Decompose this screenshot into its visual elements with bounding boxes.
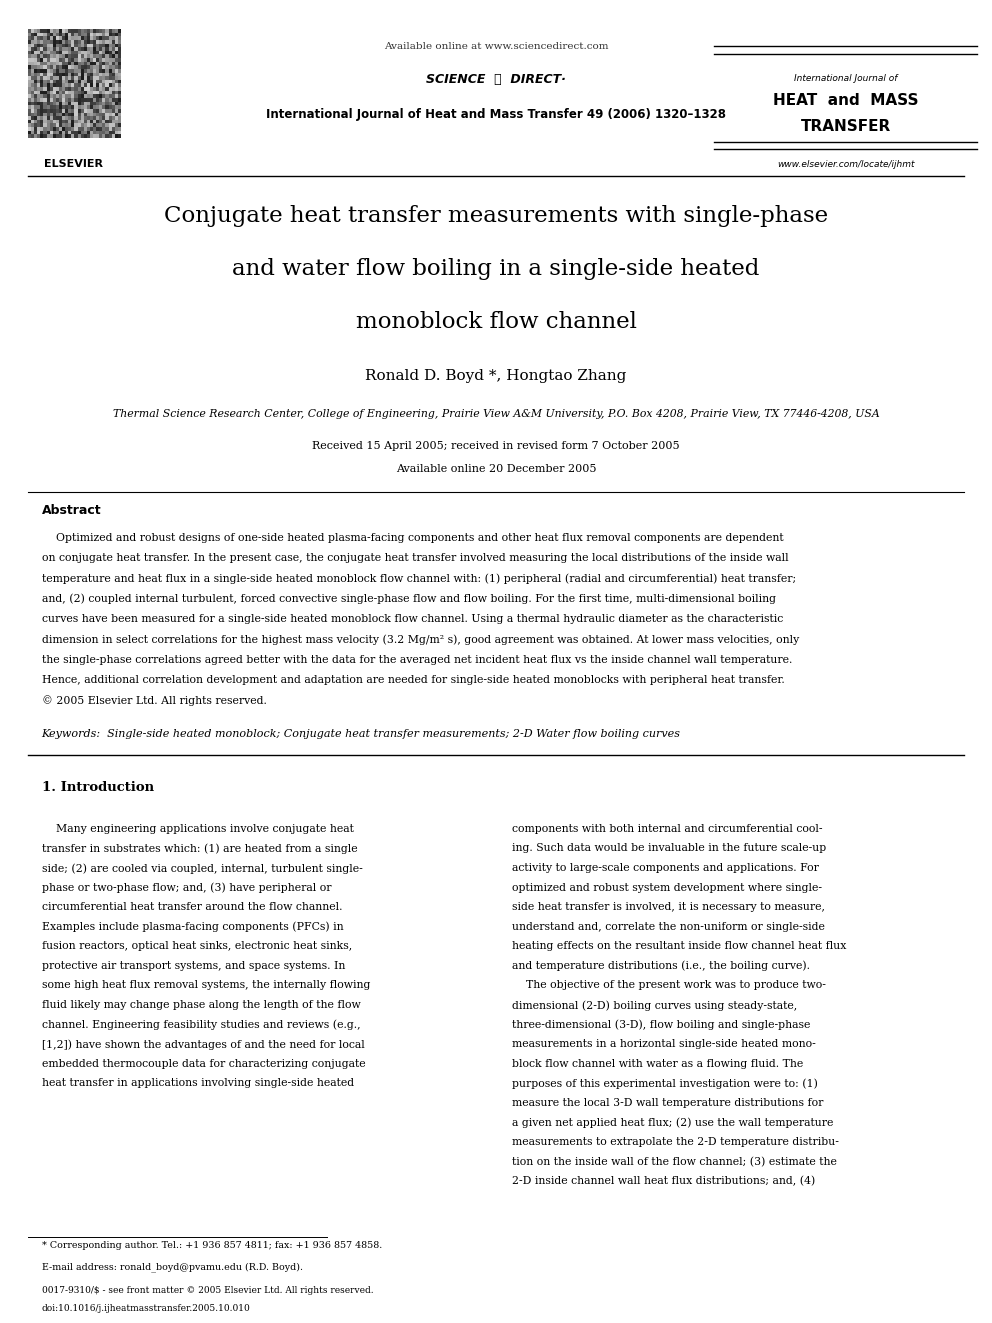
- Text: components with both internal and circumferential cool-: components with both internal and circum…: [512, 824, 822, 833]
- Text: fusion reactors, optical heat sinks, electronic heat sinks,: fusion reactors, optical heat sinks, ele…: [42, 942, 352, 951]
- Text: channel. Engineering feasibility studies and reviews (e.g.,: channel. Engineering feasibility studies…: [42, 1020, 360, 1031]
- Text: transfer in substrates which: (1) are heated from a single: transfer in substrates which: (1) are he…: [42, 844, 357, 853]
- Text: Abstract: Abstract: [42, 504, 101, 517]
- Text: block flow channel with water as a flowing fluid. The: block flow channel with water as a flowi…: [512, 1058, 804, 1069]
- Text: © 2005 Elsevier Ltd. All rights reserved.: © 2005 Elsevier Ltd. All rights reserved…: [42, 695, 267, 706]
- Text: ing. Such data would be invaluable in the future scale-up: ing. Such data would be invaluable in th…: [512, 844, 826, 853]
- Text: HEAT  and  MASS: HEAT and MASS: [774, 93, 919, 107]
- Text: 1. Introduction: 1. Introduction: [42, 782, 154, 795]
- Text: International Journal of Heat and Mass Transfer 49 (2006) 1320–1328: International Journal of Heat and Mass T…: [266, 108, 726, 122]
- Text: Conjugate heat transfer measurements with single-phase: Conjugate heat transfer measurements wit…: [164, 205, 828, 228]
- Text: heat transfer in applications involving single-side heated: heat transfer in applications involving …: [42, 1078, 354, 1089]
- Text: phase or two-phase flow; and, (3) have peripheral or: phase or two-phase flow; and, (3) have p…: [42, 882, 331, 893]
- Text: Optimized and robust designs of one-side heated plasma-facing components and oth: Optimized and robust designs of one-side…: [42, 533, 784, 544]
- Text: International Journal of: International Journal of: [795, 74, 898, 83]
- Text: Available online at www.sciencedirect.com: Available online at www.sciencedirect.co…: [384, 42, 608, 52]
- Text: understand and, correlate the non-uniform or single-side: understand and, correlate the non-unifor…: [512, 922, 824, 931]
- Text: and temperature distributions (i.e., the boiling curve).: and temperature distributions (i.e., the…: [512, 960, 809, 971]
- Text: 2-D inside channel wall heat flux distributions; and, (4): 2-D inside channel wall heat flux distri…: [512, 1176, 815, 1187]
- Text: some high heat flux removal systems, the internally flowing: some high heat flux removal systems, the…: [42, 980, 370, 991]
- Text: optimized and robust system development where single-: optimized and robust system development …: [512, 882, 821, 893]
- Text: measure the local 3-D wall temperature distributions for: measure the local 3-D wall temperature d…: [512, 1098, 823, 1107]
- Text: Received 15 April 2005; received in revised form 7 October 2005: Received 15 April 2005; received in revi…: [312, 441, 680, 451]
- Text: E-mail address: ronald_boyd@pvamu.edu (R.D. Boyd).: E-mail address: ronald_boyd@pvamu.edu (R…: [42, 1262, 303, 1271]
- Text: the single-phase correlations agreed better with the data for the averaged net i: the single-phase correlations agreed bet…: [42, 655, 792, 664]
- Text: activity to large-scale components and applications. For: activity to large-scale components and a…: [512, 863, 818, 873]
- Text: measurements to extrapolate the 2-D temperature distribu-: measurements to extrapolate the 2-D temp…: [512, 1138, 839, 1147]
- Text: on conjugate heat transfer. In the present case, the conjugate heat transfer inv: on conjugate heat transfer. In the prese…: [42, 553, 789, 564]
- Text: Available online 20 December 2005: Available online 20 December 2005: [396, 464, 596, 475]
- Text: TRANSFER: TRANSFER: [802, 119, 891, 134]
- Text: temperature and heat flux in a single-side heated monoblock flow channel with: (: temperature and heat flux in a single-si…: [42, 574, 796, 585]
- Text: fluid likely may change phase along the length of the flow: fluid likely may change phase along the …: [42, 1000, 360, 1009]
- Text: and water flow boiling in a single-side heated: and water flow boiling in a single-side …: [232, 258, 760, 280]
- Text: three-dimensional (3-D), flow boiling and single-phase: three-dimensional (3-D), flow boiling an…: [512, 1020, 810, 1031]
- Text: a given net applied heat flux; (2) use the wall temperature: a given net applied heat flux; (2) use t…: [512, 1118, 833, 1129]
- Text: tion on the inside wall of the flow channel; (3) estimate the: tion on the inside wall of the flow chan…: [512, 1156, 836, 1167]
- Text: embedded thermocouple data for characterizing conjugate: embedded thermocouple data for character…: [42, 1058, 365, 1069]
- Text: dimensional (2-D) boiling curves using steady-state,: dimensional (2-D) boiling curves using s…: [512, 1000, 798, 1011]
- Text: heating effects on the resultant inside flow channel heat flux: heating effects on the resultant inside …: [512, 942, 846, 951]
- Text: 0017-9310/$ - see front matter © 2005 Elsevier Ltd. All rights reserved.: 0017-9310/$ - see front matter © 2005 El…: [42, 1286, 373, 1295]
- Text: side; (2) are cooled via coupled, internal, turbulent single-: side; (2) are cooled via coupled, intern…: [42, 863, 362, 873]
- Text: The objective of the present work was to produce two-: The objective of the present work was to…: [512, 980, 825, 991]
- Text: side heat transfer is involved, it is necessary to measure,: side heat transfer is involved, it is ne…: [512, 902, 825, 912]
- Text: Keywords:  Single-side heated monoblock; Conjugate heat transfer measurements; 2: Keywords: Single-side heated monoblock; …: [42, 729, 681, 738]
- Text: Thermal Science Research Center, College of Engineering, Prairie View A&M Univer: Thermal Science Research Center, College…: [113, 409, 879, 419]
- Text: [1,2]) have shown the advantages of and the need for local: [1,2]) have shown the advantages of and …: [42, 1040, 364, 1049]
- Text: dimension in select correlations for the highest mass velocity (3.2 Mg/m² s), go: dimension in select correlations for the…: [42, 635, 799, 644]
- Text: purposes of this experimental investigation were to: (1): purposes of this experimental investigat…: [512, 1078, 817, 1089]
- Text: and, (2) coupled internal turbulent, forced convective single-phase flow and flo: and, (2) coupled internal turbulent, for…: [42, 594, 776, 605]
- Text: doi:10.1016/j.ijheatmasstransfer.2005.10.010: doi:10.1016/j.ijheatmasstransfer.2005.10…: [42, 1304, 250, 1314]
- Text: SCIENCE  ⓓ  DIRECT·: SCIENCE ⓓ DIRECT·: [426, 73, 566, 86]
- Text: protective air transport systems, and space systems. In: protective air transport systems, and sp…: [42, 960, 345, 971]
- Text: Examples include plasma-facing components (PFCs) in: Examples include plasma-facing component…: [42, 922, 343, 933]
- Text: monoblock flow channel: monoblock flow channel: [355, 311, 637, 333]
- Text: circumferential heat transfer around the flow channel.: circumferential heat transfer around the…: [42, 902, 342, 912]
- Text: measurements in a horizontal single-side heated mono-: measurements in a horizontal single-side…: [512, 1040, 815, 1049]
- Text: curves have been measured for a single-side heated monoblock flow channel. Using: curves have been measured for a single-s…: [42, 614, 783, 624]
- Text: Many engineering applications involve conjugate heat: Many engineering applications involve co…: [42, 824, 353, 833]
- Text: ELSEVIER: ELSEVIER: [44, 159, 103, 169]
- Text: * Corresponding author. Tel.: +1 936 857 4811; fax: +1 936 857 4858.: * Corresponding author. Tel.: +1 936 857…: [42, 1241, 382, 1250]
- Text: Ronald D. Boyd *, Hongtao Zhang: Ronald D. Boyd *, Hongtao Zhang: [365, 369, 627, 384]
- Text: Hence, additional correlation development and adaptation are needed for single-s: Hence, additional correlation developmen…: [42, 675, 785, 685]
- Text: www.elsevier.com/locate/ijhmt: www.elsevier.com/locate/ijhmt: [778, 160, 915, 169]
